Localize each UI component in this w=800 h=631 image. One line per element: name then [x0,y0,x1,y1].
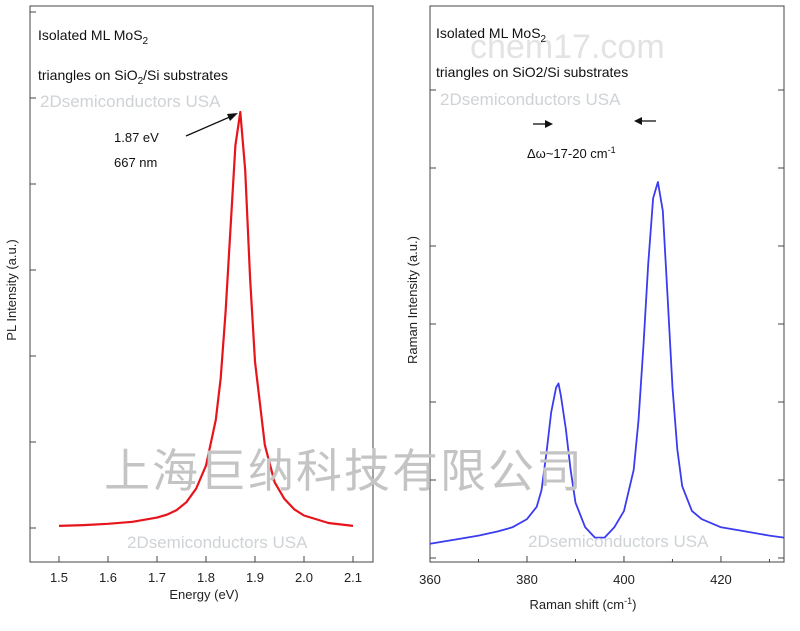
raman-x-tick-label: 360 [419,572,441,587]
raman-x-ticks: 360 380 400 420 [419,556,770,587]
pl-peak-wavelength-label: 667 nm [114,155,157,170]
raman-plot-frame [429,5,785,563]
pl-brand-watermark-top: 2Dsemiconductors USA [40,92,221,111]
raman-title-line2: triangles on SiO2/Si substrates [436,64,628,80]
pl-y-axis-label: PL Intensity (a.u.) [4,239,19,340]
pl-x-ticks: 1.5 1.6 1.7 1.8 1.9 2.0 2.1 [50,556,362,585]
pl-x-tick-label: 2.0 [295,570,313,585]
pl-x-tick-label: 1.8 [197,570,215,585]
raman-brand-watermark-bottom: 2Dsemiconductors USA [528,532,709,551]
pl-x-tick-label: 1.6 [99,570,117,585]
pl-x-tick-label: 1.5 [50,570,68,585]
raman-delta-arrows [533,117,656,128]
raman-x-tick-label: 400 [613,572,635,587]
pl-peak-energy-label: 1.87 eV [114,130,159,145]
pl-title-line2: triangles on SiO2/Si substrates [38,67,228,87]
pl-plot-frame [29,5,374,563]
pl-y-ticks [30,11,36,529]
pl-peak-arrow [185,113,238,137]
company-watermark: 上海巨纳科技有限公司 [104,444,584,498]
pl-spectrum-line [58,110,354,527]
pl-brand-watermark-bottom: 2Dsemiconductors USA [127,533,308,552]
raman-x-tick-label: 420 [710,572,732,587]
raman-x-axis-label: Raman shift (cm-1) [530,596,637,612]
raman-delta-label: Δω~17-20 cm-1 [527,145,616,161]
pl-x-axis-label: Energy (eV) [169,587,238,602]
pl-x-tick-label: 2.1 [344,570,362,585]
pl-chart: 1.5 1.6 1.7 1.8 1.9 2.0 2.1 Isolated ML MoS2 t… [4,5,374,602]
pl-title-line1: Isolated ML MoS2 [38,27,149,47]
raman-y-axis-label: Raman Intensity (a.u.) [405,236,420,364]
pl-x-tick-label: 1.7 [148,570,166,585]
pl-x-tick-label: 1.9 [246,570,264,585]
raman-spectrum-line [429,181,785,545]
raman-title-line1: Isolated ML MoS2 [436,25,547,45]
raman-brand-watermark-top: 2Dsemiconductors USA [440,90,621,109]
raman-y-ticks [430,89,784,559]
raman-chart: 360 380 400 420 Isolated ML MoS2 triangles … [405,5,785,612]
site-watermark: chem17.com [470,28,665,66]
raman-x-tick-label: 380 [516,572,538,587]
